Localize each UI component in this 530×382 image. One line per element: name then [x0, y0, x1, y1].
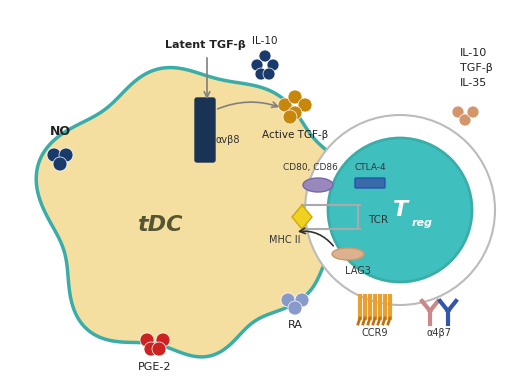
Text: CD80, CD86: CD80, CD86	[282, 163, 338, 172]
Circle shape	[259, 50, 271, 62]
Circle shape	[156, 333, 170, 347]
Circle shape	[295, 293, 309, 307]
Circle shape	[140, 333, 154, 347]
Text: LAG3: LAG3	[345, 266, 371, 276]
Circle shape	[283, 110, 297, 124]
Circle shape	[53, 157, 67, 171]
Circle shape	[328, 138, 472, 282]
Text: CCR9: CCR9	[362, 328, 388, 338]
Circle shape	[298, 98, 312, 112]
Circle shape	[251, 59, 263, 71]
Text: RA: RA	[288, 320, 303, 330]
Text: PGE-2: PGE-2	[138, 362, 172, 372]
Circle shape	[263, 68, 275, 80]
Text: MHC II: MHC II	[269, 235, 301, 245]
Circle shape	[452, 106, 464, 118]
FancyBboxPatch shape	[195, 98, 215, 162]
Text: IL-10
TGF-β
IL-35: IL-10 TGF-β IL-35	[460, 48, 493, 87]
Text: NO: NO	[49, 125, 70, 138]
Circle shape	[288, 106, 302, 120]
Text: Latent TGF-β: Latent TGF-β	[165, 40, 246, 50]
Polygon shape	[292, 205, 312, 229]
Text: IL-10: IL-10	[252, 36, 278, 46]
Circle shape	[467, 106, 479, 118]
Circle shape	[288, 301, 302, 315]
Text: α4β7: α4β7	[427, 328, 452, 338]
Circle shape	[59, 148, 73, 162]
Text: Active TGF-β: Active TGF-β	[262, 130, 328, 140]
Text: TCR: TCR	[368, 215, 388, 225]
Circle shape	[152, 342, 166, 356]
Circle shape	[47, 148, 61, 162]
Polygon shape	[36, 68, 363, 357]
Circle shape	[288, 90, 302, 104]
Ellipse shape	[303, 178, 333, 192]
Circle shape	[281, 293, 295, 307]
Circle shape	[267, 59, 279, 71]
Circle shape	[305, 115, 495, 305]
Circle shape	[278, 98, 292, 112]
Circle shape	[459, 114, 471, 126]
Circle shape	[255, 68, 267, 80]
Text: CTLA-4: CTLA-4	[354, 163, 386, 172]
Text: reg: reg	[412, 218, 433, 228]
Circle shape	[144, 342, 158, 356]
Ellipse shape	[332, 248, 364, 260]
FancyBboxPatch shape	[355, 178, 385, 188]
Text: αvβ8: αvβ8	[215, 135, 240, 145]
Text: tDC: tDC	[137, 215, 183, 235]
Text: T: T	[392, 200, 408, 220]
